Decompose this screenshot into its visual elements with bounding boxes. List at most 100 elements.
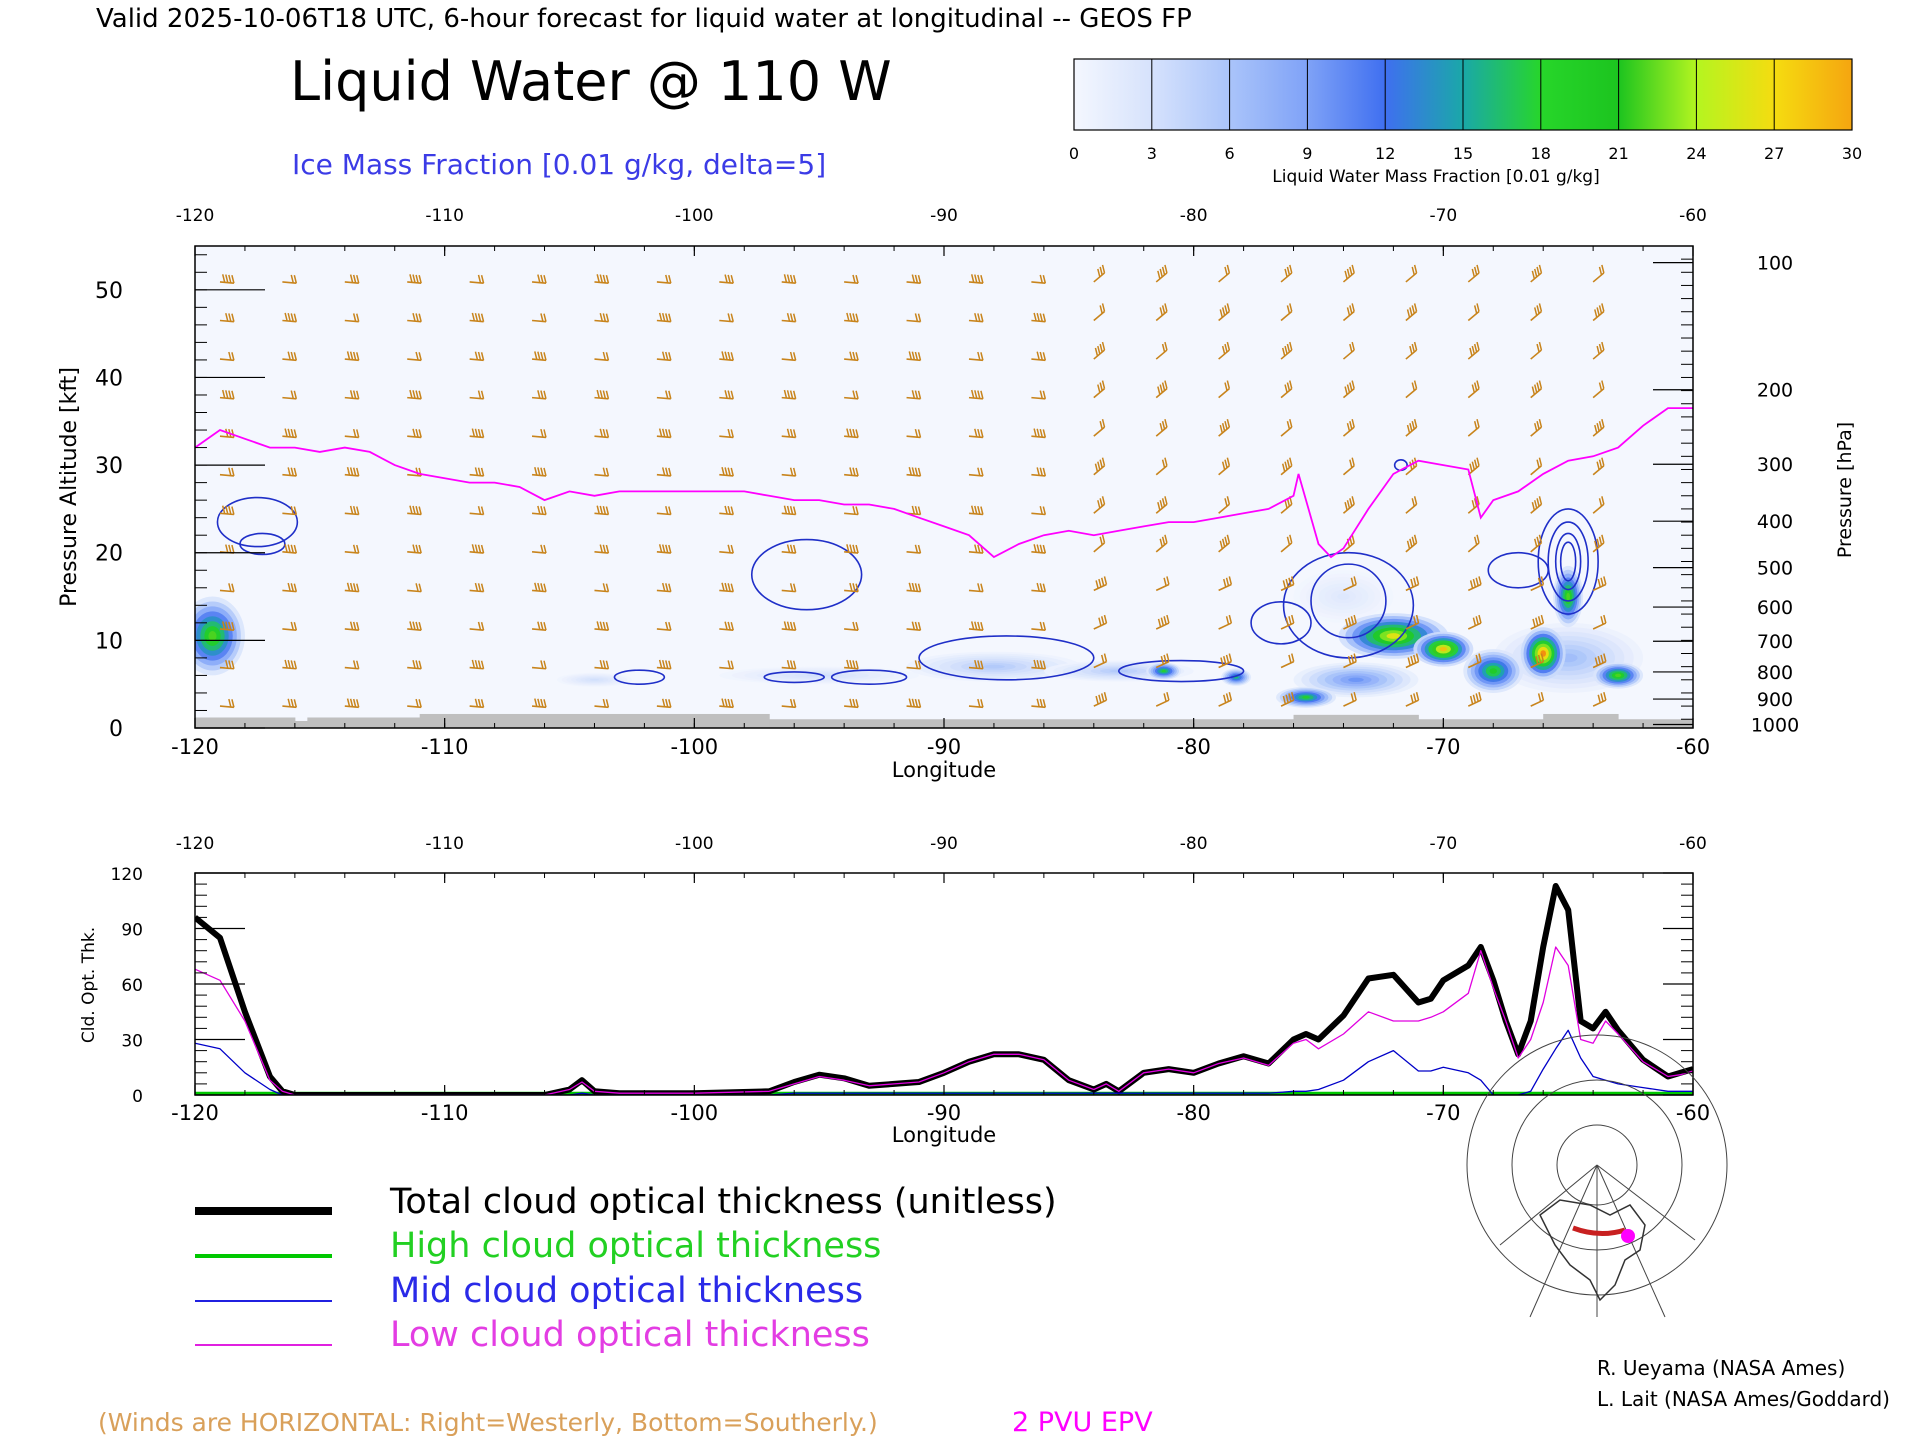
wind-barb [1592, 614, 1607, 630]
wind-barb [844, 428, 859, 439]
colorbar-label: Liquid Water Mass Fraction [0.01 g/kg] [1272, 167, 1599, 187]
wind-barb [594, 583, 610, 593]
wind-barb [1343, 614, 1357, 630]
wind-barb [531, 544, 547, 554]
colorbar-segment [1307, 59, 1386, 130]
wind-barb [1405, 264, 1418, 283]
liquid-water-field [195, 565, 1644, 708]
wind-barb [1093, 264, 1106, 283]
pressure-tick-label: 700 [1757, 631, 1793, 653]
wind-barb [344, 582, 360, 593]
colorbar-tick-label: 15 [1453, 144, 1473, 163]
wind-barb [1155, 576, 1170, 592]
y-tick-label: 0 [109, 717, 123, 742]
wind-barb [531, 390, 547, 400]
wind-barb [1343, 576, 1357, 592]
colorbar-tick-label: 18 [1531, 144, 1551, 163]
wind-barb [781, 698, 797, 709]
colorbar-segment [1696, 59, 1775, 130]
wind-barb [469, 544, 485, 554]
pressure-tick-label: 800 [1757, 662, 1793, 684]
wind-barb [282, 428, 298, 439]
legend-label-low: Low cloud optical thickness [390, 1315, 870, 1355]
liquid-water-cell [589, 678, 600, 681]
wind-barb [282, 467, 298, 477]
wind-barb [1592, 576, 1607, 592]
wind-barb [1280, 303, 1293, 322]
wind-barb [469, 698, 485, 709]
wind-barb [594, 389, 610, 400]
wind-barb [469, 659, 485, 670]
ice-contour [1537, 508, 1599, 615]
liquid-water-cell [1614, 673, 1622, 678]
pressure-tick-label: 200 [1757, 380, 1793, 402]
wind-barb [594, 505, 610, 516]
wind-barb [906, 582, 922, 593]
y-tick-label: 10 [95, 629, 123, 654]
wind-barb [594, 544, 610, 554]
wind-barb [1093, 418, 1106, 437]
wind-barb [1155, 341, 1168, 360]
ice-contour [750, 538, 863, 611]
pressure-tick-label: 500 [1757, 558, 1793, 580]
wind-barb [844, 582, 859, 593]
winds-note: (Winds are HORIZONTAL: Right=Westerly, B… [98, 1408, 878, 1437]
y-tick-label: 30 [95, 454, 123, 479]
bottom-x-tick-label-top: -120 [176, 834, 215, 854]
wind-barb [906, 274, 922, 284]
wind-barb [531, 505, 547, 516]
colorbar-frame [1073, 58, 1853, 131]
wind-barb [906, 621, 922, 631]
terrain-segment [195, 717, 296, 728]
wind-barb [844, 621, 859, 631]
wind-barb [906, 351, 922, 362]
optical-thickness-chart: -120 -120 -110 -110 -100 -100 -90 -90 -80 -80 -70 -… [111, 834, 1711, 1125]
terrain-segment [419, 713, 546, 728]
wind-barb [282, 621, 298, 631]
wind-barb [407, 312, 422, 323]
ice-contour [830, 669, 908, 685]
bottom-x-tick-label-top: -80 [1180, 834, 1208, 854]
wind-barb [844, 467, 859, 477]
bottom-ylabel: Cld. Opt. Thk. [79, 927, 99, 1043]
wind-barb [719, 582, 734, 593]
x-tick-label-top: -90 [930, 206, 958, 226]
wind-barb [1592, 496, 1605, 514]
x-tick-label: -120 [171, 735, 219, 759]
wind-barb [469, 621, 485, 631]
wind-barb [1405, 418, 1418, 437]
ice-contour [1117, 659, 1245, 683]
wind-barb [968, 505, 984, 516]
wind-barb [1031, 274, 1047, 284]
liquid-water-cell [1489, 668, 1498, 674]
wind-barb [968, 274, 984, 284]
wind-barb [344, 621, 360, 631]
wind-barb [407, 428, 422, 439]
pressure-tick-label: 400 [1757, 511, 1793, 533]
wind-barb [1031, 428, 1047, 439]
x-tick-label: -90 [927, 735, 961, 759]
wind-barb [719, 698, 734, 709]
wind-barb [531, 466, 547, 477]
wind-barb [219, 389, 235, 400]
wind-barb [656, 312, 672, 323]
wind-barb [1218, 653, 1233, 669]
wind-barb [968, 660, 984, 670]
wind-barb [656, 274, 672, 284]
wind-barb [531, 351, 547, 362]
liquid-water-cell [806, 674, 832, 677]
wind-barb [1280, 691, 1295, 707]
wind-barb [531, 660, 547, 670]
wind-barb [469, 506, 485, 516]
wind-barb [968, 312, 984, 323]
colorbar-segment [1618, 59, 1697, 130]
wind-barb [282, 698, 298, 709]
x-tick-label-top: -70 [1429, 206, 1457, 226]
wind-barb [781, 660, 797, 670]
wind-barb [1031, 582, 1047, 593]
colorbar-segment [1385, 59, 1464, 130]
wind-barb [1342, 418, 1355, 437]
wind-barb [1218, 341, 1231, 360]
wind-barb [407, 351, 422, 362]
